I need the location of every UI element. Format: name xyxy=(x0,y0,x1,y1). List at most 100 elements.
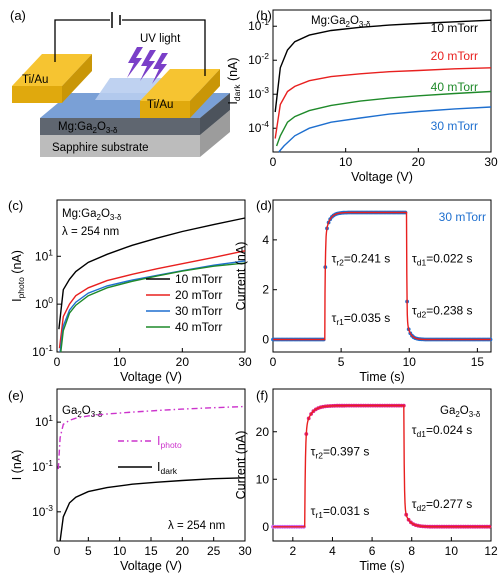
wavelength-label: λ = 254 nm xyxy=(168,520,225,532)
uv-light-label: UV light xyxy=(140,33,181,45)
panel-a: (a) UV light Ti/Au Ti/Au Mg:G xyxy=(10,8,230,157)
legend-label: Iphoto xyxy=(157,434,182,450)
plot-frame xyxy=(272,199,492,353)
panel-f: (f) Ga2O3-δ 2 4 6 8 10 12 0 10 20 Time (s) Current… xyxy=(234,388,498,573)
plot-frame xyxy=(272,388,492,542)
y-axis-label: Current (nA) xyxy=(234,242,248,311)
series-label: 10 mTorr xyxy=(431,21,478,35)
x-tick-label: 25 xyxy=(207,544,221,558)
legend-label: 20 mTorr xyxy=(175,288,222,302)
y-tick-label: 0 xyxy=(262,333,269,347)
series-label: 30 mTorr xyxy=(439,210,486,224)
substrate-front xyxy=(40,135,200,157)
time-constant-label: τd1=0.022 s xyxy=(412,251,473,267)
y-axis-label: Iphoto (nA) xyxy=(10,250,26,302)
x-tick-label: 10 xyxy=(113,355,127,369)
y-tick-label: 10-1 xyxy=(32,458,53,474)
series-line xyxy=(57,405,246,470)
legend-label: 30 mTorr xyxy=(175,304,222,318)
y-axis-label: Current (nA) xyxy=(234,431,248,500)
x-tick-label: 10 xyxy=(339,155,353,169)
film-front xyxy=(40,118,200,135)
panel-e: (e) Ga2O3-δ λ = 254 nm 0 5 10 15 20 25 30 10-3 1… xyxy=(8,388,252,573)
film-label: Mg:Ga2O3-δ xyxy=(58,121,118,135)
legend-label: 10 mTorr xyxy=(175,272,222,286)
x-tick-label: 30 xyxy=(484,155,498,169)
wire-right xyxy=(122,19,206,76)
time-constant-label: τr1=0.031 s xyxy=(311,504,370,520)
y-axis-label: I (nA) xyxy=(10,450,24,481)
x-tick-label: 0 xyxy=(54,544,61,558)
x-tick-label: 0 xyxy=(54,355,61,369)
y-tick-label: 10-1 xyxy=(248,17,269,33)
x-tick-label: 10 xyxy=(403,355,417,369)
plot-frame xyxy=(272,9,492,153)
x-tick-label: 5 xyxy=(338,355,345,369)
material-label: Mg:Ga2O3-δ xyxy=(311,15,371,29)
panel-b: (b) Mg:Ga2O3-δ 0 10 20 30 10-4 10-3 10-2 10-1 Vo… xyxy=(226,8,498,184)
y-tick-label: 0 xyxy=(262,520,269,534)
material-label: Mg:Ga2O3-δ xyxy=(62,208,122,222)
panel-b-label: (b) xyxy=(256,8,272,23)
x-tick-label: 20 xyxy=(412,155,426,169)
electrode-left-side xyxy=(62,54,92,103)
electrode-right-label: Ti/Au xyxy=(147,99,173,111)
time-constant-label: τd2=0.277 s xyxy=(412,497,473,513)
time-constant-label: τr1=0.035 s xyxy=(332,311,391,327)
y-tick-label: 10 xyxy=(256,472,270,486)
lightning-icon xyxy=(152,53,168,84)
series-line xyxy=(275,90,492,147)
uv-bolt-icons xyxy=(127,47,168,84)
x-tick-label: 12 xyxy=(484,544,498,558)
electrode-right-side xyxy=(190,69,220,118)
lightning-icon xyxy=(127,47,143,78)
time-constant-label: τr2=0.397 s xyxy=(311,445,370,461)
y-tick-label: 2 xyxy=(262,283,269,297)
panel-f-label: (f) xyxy=(256,388,268,403)
time-constant-label: τd1=0.024 s xyxy=(412,423,473,439)
electrode-left-top xyxy=(12,54,92,86)
panel-a-label: (a) xyxy=(10,8,26,23)
y-tick-label: 10-4 xyxy=(248,119,269,135)
y-tick-label: 10-1 xyxy=(32,343,53,359)
y-tick-label: 10-2 xyxy=(248,51,269,67)
panel-e-label: (e) xyxy=(8,388,24,403)
electrode-right-front xyxy=(140,101,190,118)
series-line xyxy=(58,217,246,330)
x-axis-label: Time (s) xyxy=(359,559,404,573)
substrate-side xyxy=(200,110,230,157)
y-tick-label: 100 xyxy=(35,295,53,311)
x-tick-label: 0 xyxy=(270,355,277,369)
x-tick-label: 20 xyxy=(176,544,190,558)
y-tick-label: 4 xyxy=(262,233,269,247)
x-tick-label: 0 xyxy=(270,155,277,169)
electrode-left-front xyxy=(12,86,62,103)
material-label: Ga2O3-δ xyxy=(440,405,481,419)
material-label: Ga2O3-δ xyxy=(62,405,103,419)
series-line xyxy=(274,67,492,139)
legend-label: 40 mTorr xyxy=(175,320,222,334)
series-label: 20 mTorr xyxy=(431,49,478,63)
x-axis-label: Voltage (V) xyxy=(351,170,413,184)
x-tick-label: 4 xyxy=(329,544,336,558)
y-tick-label: 101 xyxy=(35,413,53,429)
panel-c-label: (c) xyxy=(8,198,23,213)
time-constant-label: τd2=0.238 s xyxy=(412,304,473,320)
x-tick-label: 10 xyxy=(445,544,459,558)
series-line xyxy=(58,250,246,349)
x-tick-label: 30 xyxy=(238,355,252,369)
x-tick-label: 20 xyxy=(176,355,190,369)
x-tick-label: 15 xyxy=(144,544,158,558)
x-axis-label: Voltage (V) xyxy=(120,559,182,573)
panel-c: (c) Mg:Ga2O3-δ λ = 254 nm 0 10 20 30 10-1 100… xyxy=(8,198,252,384)
y-tick-label: 10-3 xyxy=(248,85,269,101)
wavelength-label: λ = 254 nm xyxy=(62,226,119,238)
x-tick-label: 5 xyxy=(85,544,92,558)
x-tick-label: 15 xyxy=(471,355,485,369)
plot-frame xyxy=(56,199,246,353)
fit-line xyxy=(273,211,491,341)
substrate-label: Sapphire substrate xyxy=(52,142,149,154)
x-tick-label: 2 xyxy=(289,544,296,558)
y-axis-label: Idark (nA) xyxy=(226,57,242,104)
